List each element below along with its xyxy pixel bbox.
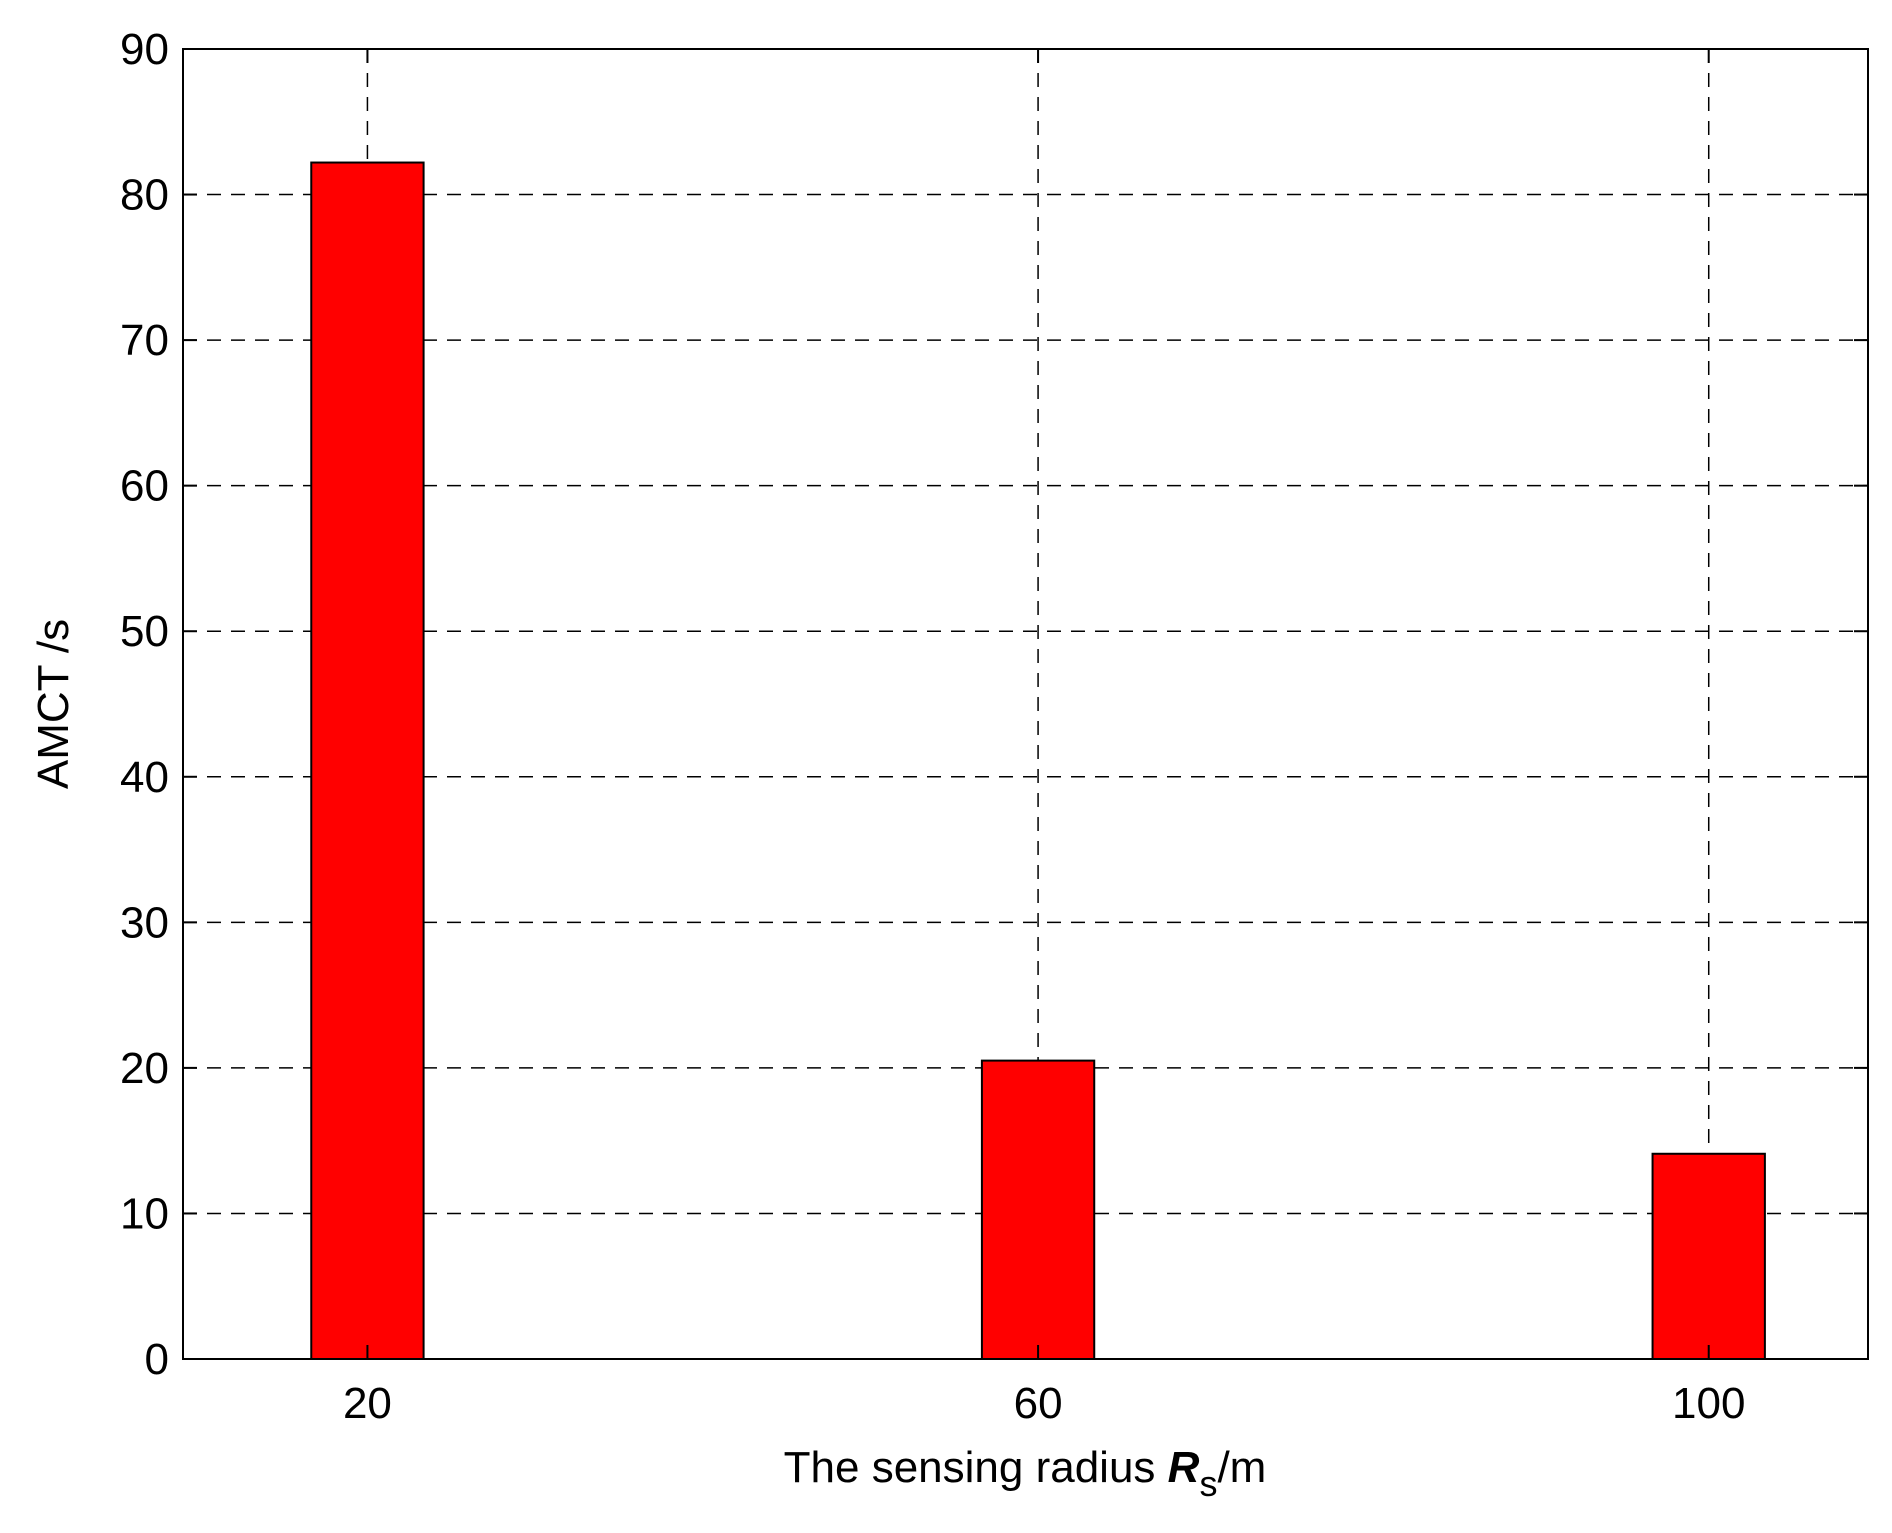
x-tick-label: 20 <box>343 1379 392 1428</box>
y-tick-label: 70 <box>120 316 169 365</box>
x-axis-label-prefix: The sensing radius <box>784 1443 1168 1492</box>
x-tick-label: 60 <box>1014 1379 1063 1428</box>
y-tick-label: 90 <box>120 25 169 74</box>
bar-20 <box>310 161 425 1361</box>
y-tick-label: 20 <box>120 1044 169 1093</box>
bar-60 <box>980 1059 1096 1360</box>
y-tick-label: 60 <box>120 462 169 511</box>
x-axis-label-suffix: /m <box>1217 1443 1266 1492</box>
y-tick-label: 50 <box>120 607 169 656</box>
y-tick-label: 0 <box>145 1335 169 1384</box>
x-axis-label: The sensing radius Rs/m <box>784 1443 1267 1504</box>
x-axis-label-subscript: s <box>1199 1463 1217 1504</box>
bar-100 <box>1651 1152 1766 1361</box>
ticks <box>183 48 1868 1360</box>
x-axis-label-symbol: R <box>1168 1443 1200 1492</box>
y-tick-label: 40 <box>120 753 169 802</box>
y-axis-label: AMCT /s <box>29 619 78 789</box>
axes-frame <box>182 48 1869 1360</box>
y-tick-label: 30 <box>120 898 169 947</box>
x-tick-label: 100 <box>1672 1379 1745 1428</box>
y-tick-label: 80 <box>120 171 169 220</box>
tick-labels: 0 10 20 30 40 50 60 70 80 90 20 60 100 <box>120 25 1745 1428</box>
y-tick-label: 10 <box>120 1189 169 1238</box>
